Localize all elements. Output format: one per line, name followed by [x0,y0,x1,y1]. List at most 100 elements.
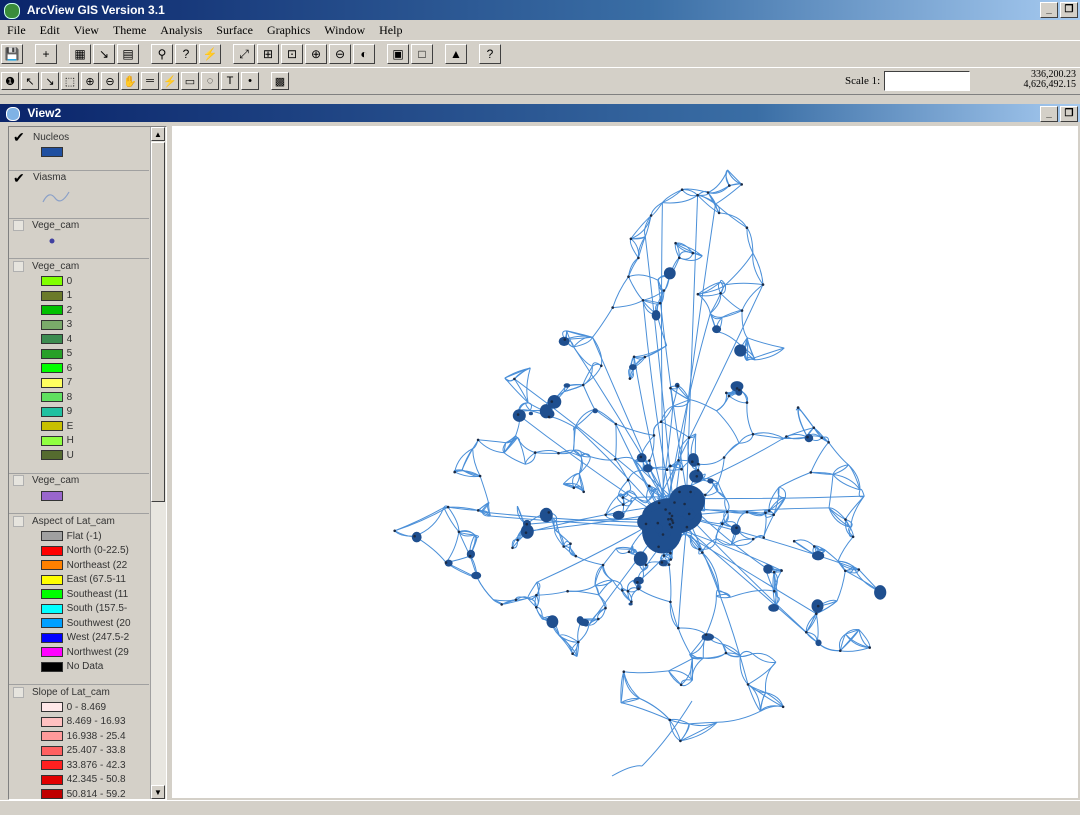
toc-theme[interactable]: ✔Viasma [9,170,149,219]
open-table-icon[interactable]: ▤ [117,44,139,64]
theme-checkbox[interactable]: ✔ [13,172,25,184]
legend-label: 9 [67,406,149,417]
theme-checkbox[interactable] [13,516,24,527]
view-minimize-button[interactable]: _ [1040,106,1058,122]
road-node [575,555,578,558]
road-segment [631,239,639,258]
zoom-in-icon[interactable]: ⊕ [305,44,327,64]
minimize-button[interactable]: _ [1040,2,1058,18]
theme-properties-icon[interactable]: ▦ [69,44,91,64]
menu-analysis[interactable]: Analysis [153,23,209,38]
scale-input[interactable] [884,71,970,91]
legend-swatch [41,305,63,315]
find-icon[interactable]: ⚲ [151,44,173,64]
layout-icon[interactable]: ▲ [445,44,467,64]
menu-surface[interactable]: Surface [209,23,260,38]
road-node [629,377,632,380]
window-controls: _ ❐ [1040,2,1078,18]
help-icon[interactable]: ? [479,44,501,64]
zoom-full-icon[interactable]: ⤢ [233,44,255,64]
theme-checkbox[interactable] [13,687,24,698]
clear-selection-icon[interactable]: □ [411,44,433,64]
draw-point-icon[interactable]: • [241,72,259,90]
theme-name: Vege_cam [32,220,79,231]
pan-icon[interactable]: ✋ [121,72,139,90]
menu-view[interactable]: View [67,23,106,38]
select-feature-icon[interactable]: ▣ [387,44,409,64]
pointer-icon[interactable]: ↖ [21,72,39,90]
toc-scrollbar[interactable]: ▲ ▼ [150,127,166,799]
road-node [669,465,672,468]
legend-class [41,234,149,249]
road-node [698,548,701,551]
map-display[interactable] [172,126,1078,798]
menu-help[interactable]: Help [372,23,409,38]
theme-checkbox[interactable] [13,220,24,231]
select-icon[interactable]: ⬚ [61,72,79,90]
menu-window[interactable]: Window [317,23,372,38]
hotlink-tool-icon[interactable]: ⚡ [161,72,179,90]
save-icon[interactable]: 💾 [1,44,23,64]
legend-label: Flat (-1) [67,531,149,542]
zoom-out-icon[interactable]: ⊖ [329,44,351,64]
road-segment [615,424,616,459]
legend-label: E [67,421,149,432]
zoom-out-tool-icon[interactable]: ⊖ [101,72,119,90]
area-icon[interactable]: ▭ [181,72,199,90]
scroll-thumb[interactable] [151,142,165,502]
snap-icon[interactable]: ▩ [271,72,289,90]
road-node [571,652,574,655]
measure-icon[interactable]: ═ [141,72,159,90]
urban-area [643,464,653,472]
toc-theme[interactable]: ✔Nucleos [9,129,149,171]
road-segment [446,532,459,563]
scroll-down-icon[interactable]: ▼ [151,785,165,799]
theme-checkbox[interactable] [13,475,24,486]
menu-theme[interactable]: Theme [106,23,153,38]
scroll-up-icon[interactable]: ▲ [151,127,165,141]
restore-button[interactable]: ❐ [1060,2,1078,18]
legend-swatch [41,618,63,628]
legend-label: North (0-22.5) [67,545,149,556]
vertex-icon[interactable]: ↘ [41,72,59,90]
theme-checkbox[interactable] [13,261,24,272]
toc-theme[interactable]: Vege_cam [9,218,149,260]
legend-label: 25.407 - 33.8 [67,745,149,756]
zoom-previous-icon[interactable]: ◐ [353,44,375,64]
zoom-selected-icon[interactable]: ⊡ [281,44,303,64]
edit-legend-icon[interactable]: ↘ [93,44,115,64]
toc-theme[interactable]: Vege_cam [9,473,149,515]
legend-swatch [41,291,63,301]
road-segment [563,473,579,484]
theme-checkbox[interactable]: ✔ [13,131,25,143]
road-node [740,183,743,186]
road-node [762,536,765,539]
urban-area [412,532,422,543]
query-icon[interactable]: ? [175,44,197,64]
view-restore-button[interactable]: ❐ [1060,106,1078,122]
map-canvas[interactable] [172,126,1078,798]
zoom-in-tool-icon[interactable]: ⊕ [81,72,99,90]
identify-icon[interactable]: ❶ [1,72,19,90]
hotlink-icon[interactable]: ⚡ [199,44,221,64]
menu-graphics[interactable]: Graphics [260,23,317,38]
text-icon[interactable]: T [221,72,239,90]
road-segment [829,442,849,464]
menu-edit[interactable]: Edit [33,23,67,38]
road-segment [525,453,535,465]
add-theme-icon[interactable]: + [35,44,57,64]
road-segment [829,474,833,508]
road-node [627,590,630,593]
road-segment [669,565,671,602]
legend-swatch [41,662,63,672]
label-icon[interactable]: ◌ [201,72,219,90]
road-segment [627,480,630,491]
zoom-active-icon[interactable]: ⊞ [257,44,279,64]
menu-file[interactable]: File [0,23,33,38]
road-segment [678,628,706,635]
road-node [648,459,651,462]
